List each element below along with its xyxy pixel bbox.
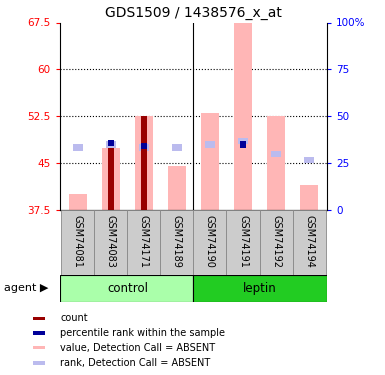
- Text: agent ▶: agent ▶: [4, 284, 48, 293]
- Bar: [240, 141, 246, 147]
- Bar: [139, 144, 149, 151]
- Bar: [69, 194, 87, 210]
- Bar: [141, 116, 147, 210]
- Text: GSM74192: GSM74192: [271, 215, 281, 268]
- Text: count: count: [60, 314, 88, 323]
- Text: leptin: leptin: [243, 282, 276, 295]
- Bar: [238, 138, 248, 144]
- Text: control: control: [107, 282, 148, 295]
- Bar: [73, 144, 83, 151]
- Bar: [205, 141, 215, 147]
- Bar: [234, 22, 252, 210]
- Bar: [32, 346, 45, 350]
- Bar: [271, 151, 281, 157]
- Bar: [193, 275, 327, 302]
- Bar: [135, 116, 153, 210]
- Bar: [226, 210, 259, 276]
- Bar: [141, 142, 147, 149]
- Bar: [304, 157, 314, 163]
- Text: GSM74083: GSM74083: [106, 215, 116, 268]
- Bar: [293, 210, 326, 276]
- Bar: [172, 144, 182, 151]
- Bar: [102, 147, 120, 210]
- Bar: [267, 116, 285, 210]
- Bar: [32, 316, 45, 320]
- Text: GSM74081: GSM74081: [73, 215, 83, 268]
- Bar: [161, 210, 193, 276]
- Text: GSM74194: GSM74194: [304, 215, 314, 268]
- Bar: [106, 141, 116, 147]
- Text: GSM74190: GSM74190: [205, 215, 215, 268]
- Bar: [300, 185, 318, 210]
- Bar: [193, 210, 226, 276]
- Text: value, Detection Call = ABSENT: value, Detection Call = ABSENT: [60, 343, 215, 352]
- Bar: [61, 210, 94, 276]
- Bar: [259, 210, 293, 276]
- Bar: [60, 275, 193, 302]
- Text: rank, Detection Call = ABSENT: rank, Detection Call = ABSENT: [60, 358, 211, 368]
- Bar: [32, 331, 45, 335]
- Bar: [127, 210, 161, 276]
- Text: GSM74171: GSM74171: [139, 215, 149, 268]
- Bar: [32, 361, 45, 365]
- Bar: [94, 210, 127, 276]
- Bar: [108, 140, 114, 146]
- Bar: [168, 166, 186, 210]
- Text: GSM74191: GSM74191: [238, 215, 248, 268]
- Bar: [201, 113, 219, 210]
- Text: GSM74189: GSM74189: [172, 215, 182, 268]
- Title: GDS1509 / 1438576_x_at: GDS1509 / 1438576_x_at: [105, 6, 282, 20]
- Text: percentile rank within the sample: percentile rank within the sample: [60, 328, 225, 338]
- Bar: [108, 147, 114, 210]
